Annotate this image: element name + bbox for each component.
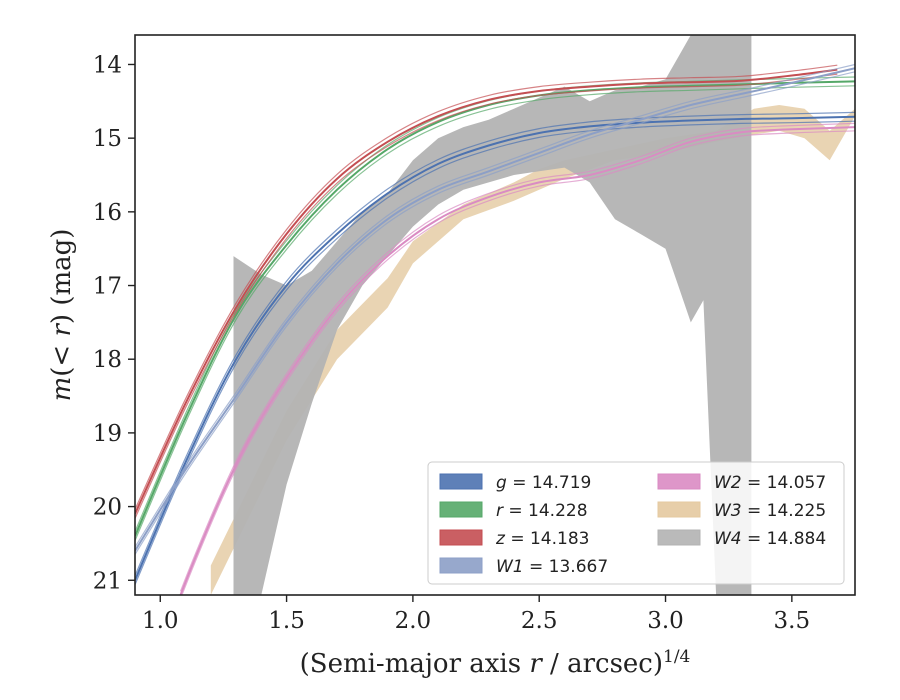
- legend-label-symbol: z: [495, 529, 506, 549]
- series-r-upper: [135, 76, 855, 532]
- legend-label-w1: W1 = 13.667: [496, 557, 608, 577]
- series-w3-band: [210, 105, 855, 595]
- y-tick-label: 16: [93, 200, 122, 226]
- series-w1-upper: [135, 63, 855, 548]
- legend-label-symbol: W4: [714, 529, 742, 549]
- x-axis-label-pre: (Semi-major axis: [300, 649, 530, 679]
- legend-label-w3: W3 = 14.225: [714, 501, 826, 521]
- legend-label-symbol: W2: [714, 473, 742, 493]
- y-axis-label: m(< r) (mag): [47, 229, 77, 402]
- x-tick-label: 1.0: [142, 608, 179, 634]
- series-w1-lower: [135, 71, 855, 555]
- legend-swatch-z: [439, 529, 483, 546]
- y-tick-label: 19: [93, 421, 122, 447]
- legend-label-symbol: W1: [496, 557, 524, 577]
- series-r-lower: [135, 85, 855, 541]
- legend-label-symbol: r: [496, 501, 504, 521]
- series-w2-line: [179, 126, 855, 595]
- legend-swatch-g: [439, 473, 483, 490]
- series-w2-upper: [179, 122, 855, 592]
- legend-label-value: = 14.884: [742, 529, 827, 549]
- series-w2-lower: [181, 130, 855, 595]
- legend-label-r: r = 14.228: [496, 501, 588, 521]
- legend-label-w4: W4 = 14.884: [714, 529, 826, 549]
- series-z-line: [135, 68, 838, 515]
- series-z-lower: [135, 73, 838, 519]
- y-tick-label: 17: [93, 274, 122, 300]
- series-layer: [135, 35, 855, 595]
- x-tick-label: 3.5: [774, 608, 811, 634]
- y-tick-label: 18: [93, 347, 122, 373]
- y-tick-label: 20: [93, 495, 122, 521]
- legend-label-g: g = 14.719: [496, 473, 591, 493]
- series-z-upper: [135, 64, 838, 510]
- legend-label-value: = 13.667: [524, 557, 609, 577]
- x-axis-label: (Semi-major axis r / arcsec)1/4: [300, 647, 691, 679]
- y-axis-label-var: r: [47, 323, 77, 337]
- legend-label-z: z = 14.183: [495, 529, 589, 549]
- series-g-line: [135, 115, 855, 581]
- series-g-upper: [135, 111, 855, 577]
- legend-label-value: = 14.228: [503, 501, 588, 521]
- legend-swatch-w3: [657, 501, 701, 518]
- legend-box: [427, 461, 845, 585]
- legend-swatch-r: [439, 501, 483, 518]
- x-axis: 1.0 1.5 2.0 2.5 3.0 3.5: [142, 595, 810, 634]
- legend-label-value: = 14.057: [742, 473, 827, 493]
- x-tick-label: 3.0: [647, 608, 684, 634]
- x-tick-label: 2.0: [395, 608, 432, 634]
- plot-frame: [134, 34, 856, 596]
- legend-swatch-w4: [657, 529, 701, 546]
- y-axis-label-post: ) (mag): [47, 229, 77, 325]
- series-r-line: [135, 80, 855, 537]
- series-g-lower: [135, 120, 855, 585]
- x-tick-label: 1.5: [268, 608, 305, 634]
- legend-label-symbol: g: [496, 473, 507, 493]
- legend-label-w2: W2 = 14.057: [714, 473, 826, 493]
- legend-label-value: = 14.183: [505, 529, 590, 549]
- legend-swatch-w2: [657, 473, 701, 490]
- legend-label-value: = 14.225: [742, 501, 827, 521]
- x-axis-label-var: r: [529, 649, 543, 679]
- series-w1-line: [135, 67, 855, 552]
- y-axis-label-mid: (<: [47, 337, 77, 377]
- y-axis: 14 15 16 17 18 19 20 21: [93, 52, 135, 594]
- legend-label-symbol: W3: [714, 501, 742, 521]
- x-tick-label: 2.5: [521, 608, 558, 634]
- legend-label-value: = 14.719: [507, 473, 592, 493]
- x-axis-label-sup: 1/4: [663, 647, 690, 667]
- y-tick-label: 14: [93, 52, 122, 78]
- x-axis-label-post: / arcsec): [542, 649, 663, 679]
- series-w4-band: [233, 35, 752, 595]
- legend-swatch-w1: [439, 557, 483, 574]
- y-tick-label: 21: [93, 568, 122, 594]
- y-tick-label: 15: [93, 126, 122, 152]
- y-axis-label-pre: m: [47, 377, 77, 402]
